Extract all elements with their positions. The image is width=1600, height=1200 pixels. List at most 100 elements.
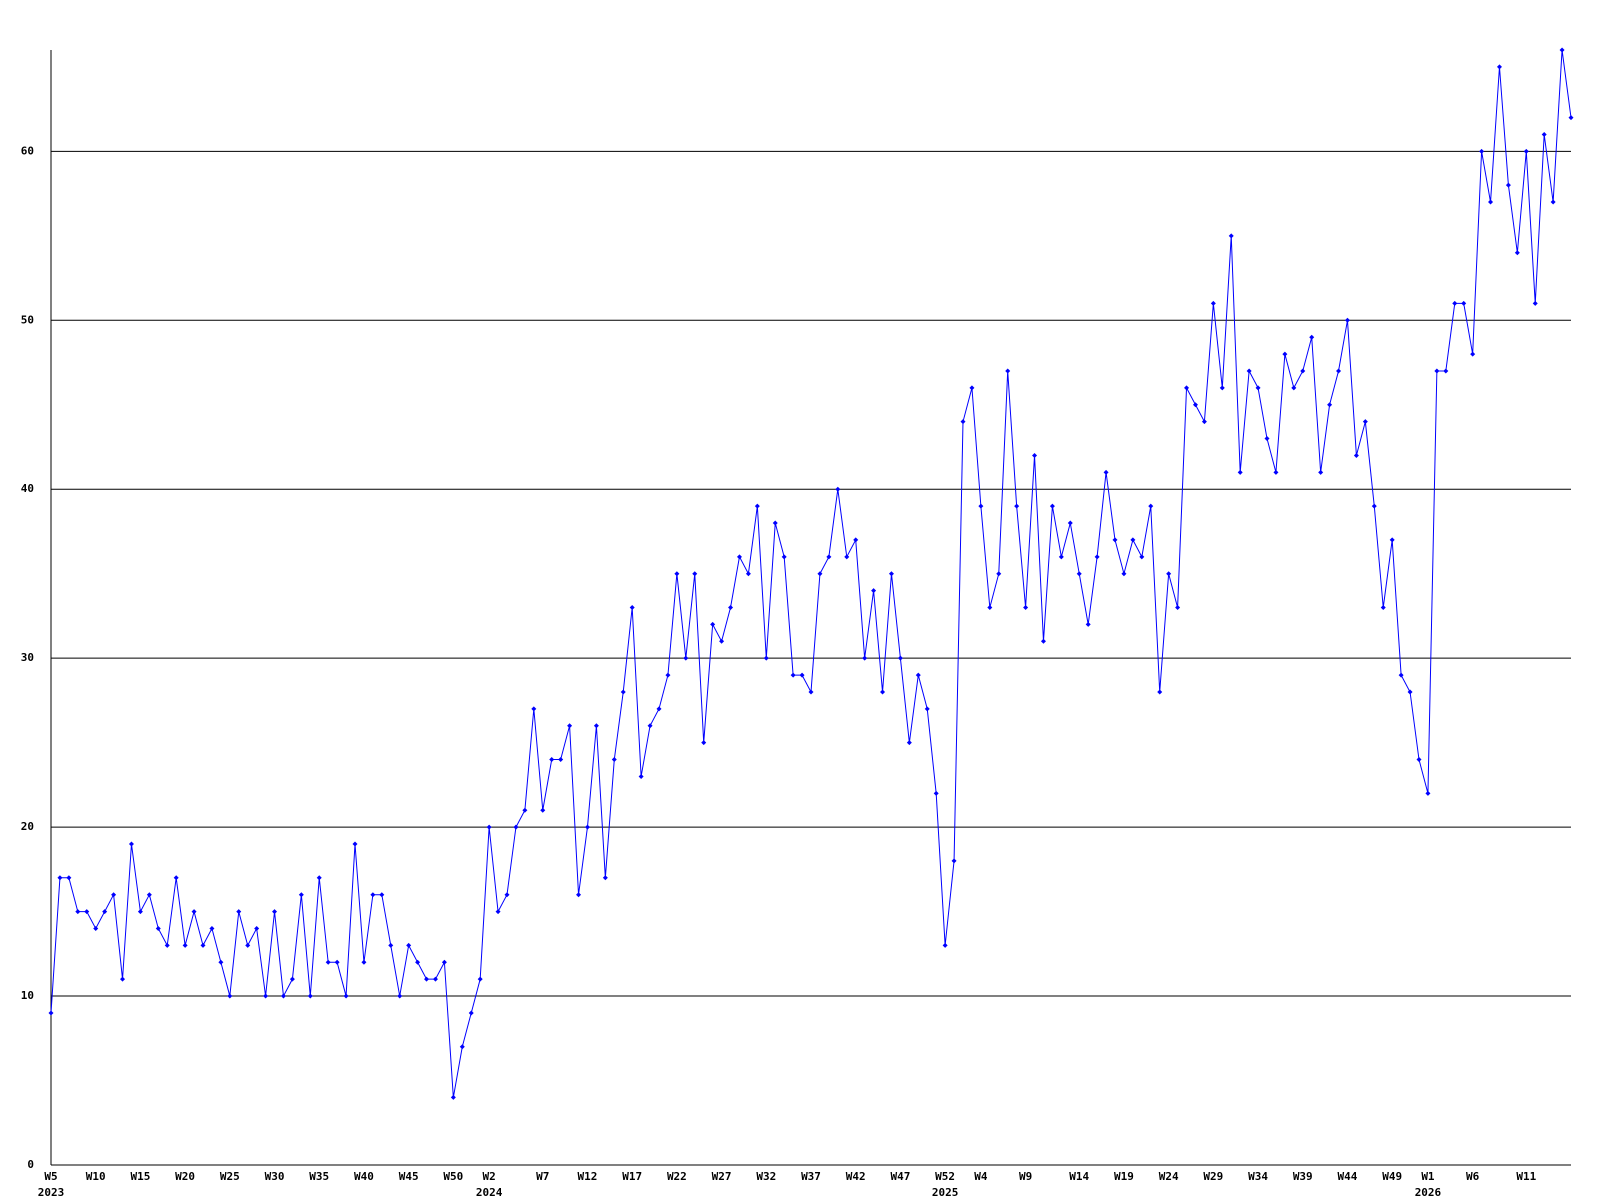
x-tick-label: W32 <box>756 1170 776 1183</box>
x-tick-label: W17 <box>622 1170 642 1183</box>
data-point <box>388 942 394 948</box>
data-point <box>978 503 984 509</box>
data-point <box>477 976 483 982</box>
data-point <box>1291 385 1297 391</box>
data-point <box>915 672 921 678</box>
data-point <box>1246 368 1252 374</box>
data-point <box>1094 554 1100 560</box>
data-point <box>1058 554 1064 560</box>
data-point <box>1112 537 1118 543</box>
data-point <box>629 605 635 610</box>
x-tick-label: W37 <box>801 1170 821 1183</box>
data-point <box>120 976 126 982</box>
data-point <box>1443 368 1449 374</box>
data-point <box>1398 672 1404 678</box>
data-point <box>146 892 152 898</box>
y-tick-label: 50 <box>21 313 34 326</box>
data-point <box>719 638 725 644</box>
data-point <box>84 909 90 915</box>
data-point <box>468 1010 474 1016</box>
data-point <box>1488 199 1494 205</box>
data-point <box>1505 182 1511 188</box>
data-point <box>245 942 251 948</box>
data-point <box>424 976 430 982</box>
data-point <box>942 942 948 948</box>
data-point <box>325 959 331 965</box>
data-point <box>531 706 537 712</box>
data-point <box>656 706 662 712</box>
x-tick-label: W50 <box>443 1170 463 1183</box>
data-point <box>1425 790 1431 796</box>
data-point <box>137 909 143 915</box>
data-point <box>1416 757 1422 763</box>
x-tick-label: W49 <box>1382 1170 1402 1183</box>
x-tick-label: W2 <box>482 1170 495 1183</box>
x-tick-label: W10 <box>86 1170 106 1183</box>
data-point <box>665 672 671 678</box>
data-point <box>1085 621 1091 627</box>
data-point <box>835 486 841 492</box>
data-point <box>316 875 322 881</box>
data-point <box>352 841 358 847</box>
data-point <box>1067 520 1073 526</box>
data-point <box>862 655 868 661</box>
x-tick-label: W47 <box>890 1170 910 1183</box>
data-point <box>173 875 179 881</box>
data-point <box>289 976 295 982</box>
data-point <box>638 773 644 779</box>
data-point <box>263 993 269 999</box>
data-point <box>1568 115 1574 121</box>
data-point <box>1470 351 1476 357</box>
data-point <box>871 588 877 594</box>
data-point <box>48 1010 54 1016</box>
data-point <box>772 520 778 526</box>
data-point <box>799 672 805 678</box>
data-point <box>1371 503 1377 509</box>
data-point <box>1228 233 1234 239</box>
data-point <box>1139 554 1145 560</box>
data-point <box>102 909 108 915</box>
data-point <box>1541 131 1547 137</box>
data-point <box>692 571 698 577</box>
data-point <box>593 723 599 729</box>
data-point <box>1014 503 1020 509</box>
y-tick-label: 30 <box>21 651 34 664</box>
data-point <box>1461 300 1467 306</box>
data-point <box>1148 503 1154 509</box>
data-point <box>1192 402 1198 408</box>
data-point <box>611 757 617 763</box>
x-tick-label: W19 <box>1114 1170 1134 1183</box>
data-point <box>1336 368 1342 374</box>
data-point <box>1032 452 1038 458</box>
data-point <box>227 993 233 999</box>
data-point <box>75 909 81 915</box>
data-point <box>1219 385 1225 391</box>
x-tick-label: W34 <box>1248 1170 1268 1183</box>
data-point <box>343 993 349 999</box>
x-tick-label: W1 <box>1421 1170 1435 1183</box>
data-point <box>191 909 197 915</box>
data-point <box>1264 436 1270 442</box>
data-point <box>620 689 626 695</box>
data-point <box>826 554 832 560</box>
data-point <box>1103 469 1109 475</box>
data-point <box>155 925 161 931</box>
data-point <box>1210 300 1216 306</box>
x-tick-label: W27 <box>712 1170 732 1183</box>
data-point <box>1514 250 1520 256</box>
y-tick-label: 60 <box>21 144 34 157</box>
data-point <box>844 554 850 560</box>
x-tick-label: W44 <box>1338 1170 1358 1183</box>
data-point <box>1327 402 1333 408</box>
data-point <box>379 892 385 898</box>
data-point <box>1201 419 1207 425</box>
x-tick-label: W24 <box>1159 1170 1179 1183</box>
data-point <box>906 740 912 746</box>
data-point <box>549 757 555 763</box>
data-point <box>602 875 608 881</box>
data-point <box>1344 317 1350 323</box>
data-point <box>1380 605 1386 610</box>
data-point <box>1479 148 1485 154</box>
data-point <box>683 655 689 661</box>
